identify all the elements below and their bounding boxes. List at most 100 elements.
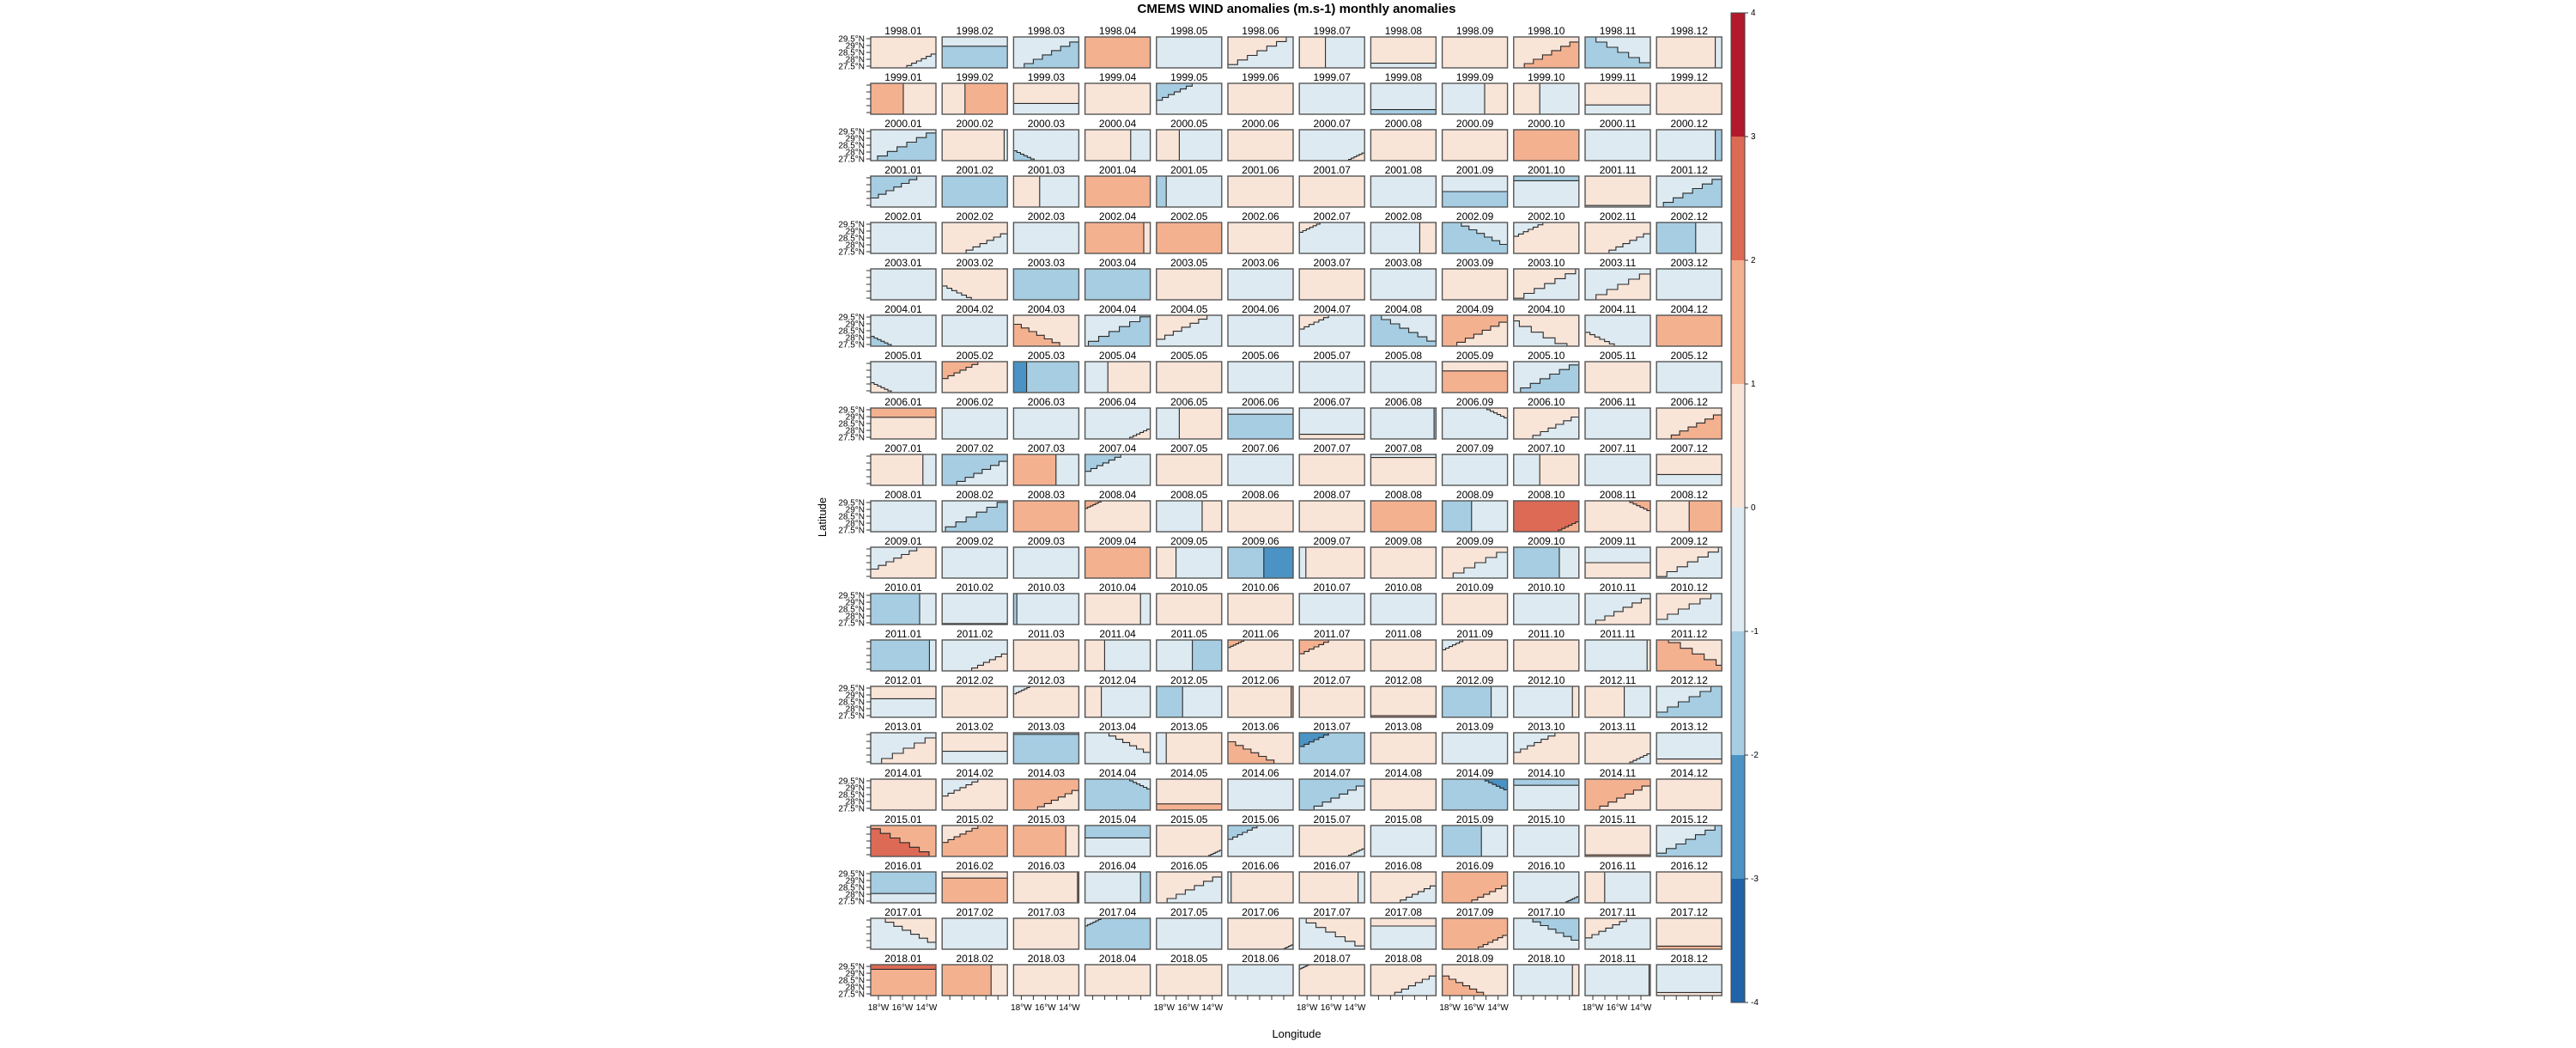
panel-border	[1012, 314, 1080, 347]
anomaly-fill-l	[942, 918, 1008, 949]
panel-title: 2018.09	[1456, 953, 1494, 965]
map-panel: 2016.05	[1156, 860, 1223, 904]
anomaly-contour-region-b	[1565, 896, 1579, 903]
anomaly-fill-p	[1228, 176, 1293, 207]
panel-border	[1513, 314, 1580, 347]
map-panel: 2012.12	[1656, 674, 1722, 718]
panel-title: 2010.02	[957, 582, 994, 594]
anomaly-fill-l	[1513, 826, 1579, 856]
panel-border	[1084, 685, 1151, 718]
anomaly-fill-p	[1442, 130, 1508, 161]
anomaly-contour-region-p	[1201, 501, 1222, 532]
anomaly-contour-region-l	[1283, 944, 1293, 949]
panel-title: 2012.05	[1170, 674, 1208, 686]
map-panel: 2001.10	[1513, 164, 1580, 208]
anomaly-contour-region-l	[906, 53, 936, 68]
anomaly-contour-region-o	[1523, 41, 1579, 68]
anomaly-contour-region-l	[956, 460, 1008, 485]
colorbar-bin-R	[1731, 13, 1745, 137]
lon-tick-label: 14°W	[1631, 1003, 1652, 1013]
colorbar-bin-b	[1731, 631, 1745, 755]
panel-border	[1156, 917, 1223, 950]
panel-border	[1513, 825, 1580, 857]
anomaly-fill-l	[942, 547, 1008, 578]
panel-title: 1998.05	[1170, 25, 1208, 37]
map-panel: 2003.10	[1513, 257, 1580, 301]
panel-border	[1513, 407, 1580, 440]
panel-title: 2016.10	[1528, 860, 1565, 872]
panel-border	[1298, 685, 1365, 718]
anomaly-contour-region-p	[1456, 321, 1508, 346]
panel-border	[1584, 917, 1651, 950]
map-panel: 2010.09	[1441, 582, 1509, 625]
map-panel: 2003.06	[1227, 257, 1294, 301]
map-panel: 2008.07	[1298, 489, 1365, 533]
panel-border	[1156, 36, 1223, 69]
panel-border	[1441, 546, 1509, 579]
y-axis-label: Latitude	[816, 497, 829, 537]
anomaly-contour-region-p	[1571, 686, 1579, 717]
lat-tick-label: 29°N	[846, 320, 865, 330]
map-panel: 2004.05	[1156, 303, 1223, 347]
anomaly-contour-region-l	[1381, 315, 1437, 342]
anomaly-contour-region-o	[1228, 640, 1245, 649]
anomaly-contour-region-p	[1646, 640, 1650, 671]
anomaly-fill-p	[1656, 918, 1722, 949]
map-panel: 2002.06	[1227, 210, 1294, 254]
anomaly-contour-region-p	[1513, 269, 1577, 299]
map-panel: 2009.10	[1513, 535, 1580, 579]
panel-title: 1999.03	[1028, 71, 1066, 83]
panel-border	[1298, 175, 1365, 208]
panel-title: 2001.03	[1028, 164, 1066, 176]
map-panel: 2000.01	[870, 118, 937, 161]
anomaly-fill-b	[1084, 269, 1151, 300]
lat-tick-label: 27.5°N	[838, 712, 865, 722]
panel-title: 2006.01	[884, 396, 922, 408]
anomaly-contour-region-p	[1656, 547, 1719, 577]
anomaly-fill-p	[1299, 176, 1365, 207]
panel-title: 2001.12	[1671, 164, 1709, 176]
panel-title: 2012.02	[957, 674, 994, 686]
anomaly-contour-region-o	[1442, 975, 1485, 996]
map-panel: 2008.04	[1084, 489, 1151, 533]
map-panel: 2004.01	[870, 303, 937, 347]
lon-tick-label: 16°W	[892, 1003, 914, 1013]
colorbar-tick-label: 2	[1751, 256, 1756, 265]
panel-border	[1370, 917, 1437, 950]
panel-title: 2016.01	[884, 860, 922, 872]
panel-border	[1441, 268, 1509, 301]
anomaly-contour-region-p	[1486, 408, 1508, 418]
panel-title: 2014.11	[1600, 767, 1637, 779]
panel-title: 2005.10	[1528, 350, 1565, 362]
colorbar-tick-label: 1	[1751, 380, 1756, 389]
panel-title: 2015.06	[1242, 813, 1279, 826]
map-panel: 2014.01	[870, 767, 937, 811]
map-panel: 2018.05	[1156, 953, 1223, 996]
panel-border	[1584, 175, 1651, 208]
lat-tick-label: 27.5°N	[838, 990, 865, 1000]
anomaly-contour-region-p	[1299, 37, 1327, 68]
map-panel: 2011.07	[1298, 628, 1365, 672]
anomaly-contour-region-o	[1656, 640, 1722, 671]
panel-title: 2018.02	[957, 953, 994, 965]
panel-title: 2013.10	[1528, 721, 1565, 733]
map-panel: 2012.01	[870, 674, 937, 718]
panel-title: 2013.06	[1242, 721, 1279, 733]
panel-title: 2007.09	[1456, 442, 1494, 454]
map-panel: 2002.05	[1156, 210, 1223, 254]
anomaly-contour-region-b	[1370, 109, 1437, 114]
anomaly-contour-region-l	[1629, 753, 1650, 764]
map-panel: 2009.02	[941, 535, 1008, 579]
map-panel: 2000.03	[1012, 118, 1080, 161]
anomaly-fill-p	[1299, 501, 1365, 532]
lat-tick-label: 27.5°N	[838, 805, 865, 814]
panel-border	[1370, 314, 1437, 347]
panel-border	[1227, 732, 1294, 765]
panel-border	[1584, 222, 1651, 254]
panel-title: 2017.12	[1671, 906, 1709, 918]
panel-title: 2002.06	[1242, 210, 1279, 222]
panel-border	[1656, 454, 1722, 486]
anomaly-fill-l	[1299, 83, 1365, 114]
panel-title: 2012.09	[1456, 674, 1494, 686]
map-panel: 2002.08	[1370, 210, 1437, 254]
